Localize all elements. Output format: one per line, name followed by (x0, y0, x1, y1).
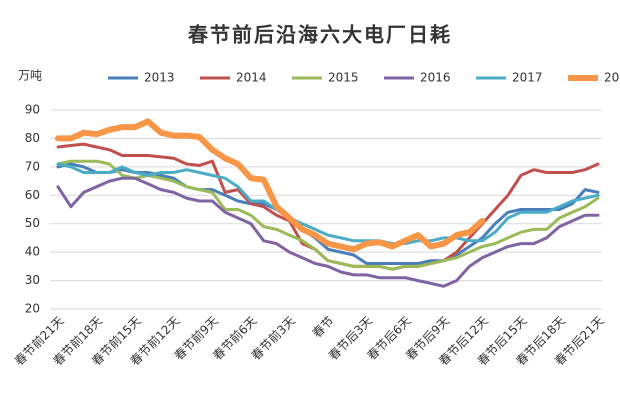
legend-label: 2017 (512, 71, 543, 85)
series-line (56, 176, 600, 288)
y-tick-label: 40 (25, 245, 40, 259)
legend-label: 2013 (144, 71, 175, 85)
y-unit: 万吨 (18, 69, 42, 83)
series-line (56, 162, 600, 246)
y-tick-label: 50 (25, 216, 40, 230)
y-tick-label: 80 (25, 131, 40, 145)
legend-label: 2016 (420, 71, 451, 85)
y-tick-label: 90 (25, 103, 40, 117)
chart-title: 春节前后沿海六大电厂日耗 (187, 23, 452, 47)
x-tick-label: 春节 (310, 314, 337, 341)
legend-label: 2018 (604, 71, 620, 85)
y-tick-label: 70 (25, 159, 40, 173)
series-line (56, 162, 600, 265)
series-line (55, 118, 486, 253)
y-tick-label: 30 (25, 273, 40, 287)
legend-label: 2014 (236, 71, 267, 85)
legend-label: 2015 (328, 71, 359, 85)
y-tick-label: 20 (25, 302, 40, 316)
y-tick-label: 60 (25, 188, 40, 202)
